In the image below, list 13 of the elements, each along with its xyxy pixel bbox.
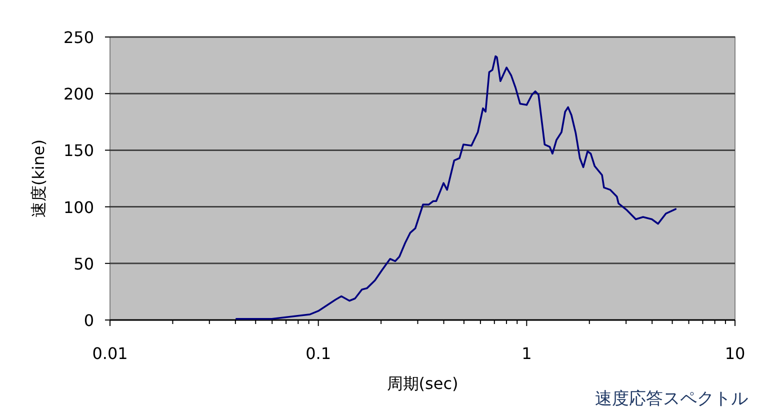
x-axis-title: 周期(sec) (386, 374, 458, 393)
text: 速度応答スペクトル (595, 389, 748, 409)
x-tick-label: 10 (724, 344, 746, 363)
x-tick-label: 0.1 (306, 344, 332, 363)
y-tick-label: 150 (63, 141, 94, 160)
x-tick-label: 0.01 (92, 344, 128, 363)
y-tick-label: 50 (74, 254, 94, 274)
y-tick-label: 250 (63, 28, 94, 47)
y-axis-title: 速度(kine) (29, 139, 48, 218)
x-tick-label: 1 (522, 344, 532, 363)
y-tick-label: 0 (84, 311, 94, 330)
y-tick-label: 100 (63, 198, 94, 217)
y-tick-label: 200 (63, 84, 94, 104)
